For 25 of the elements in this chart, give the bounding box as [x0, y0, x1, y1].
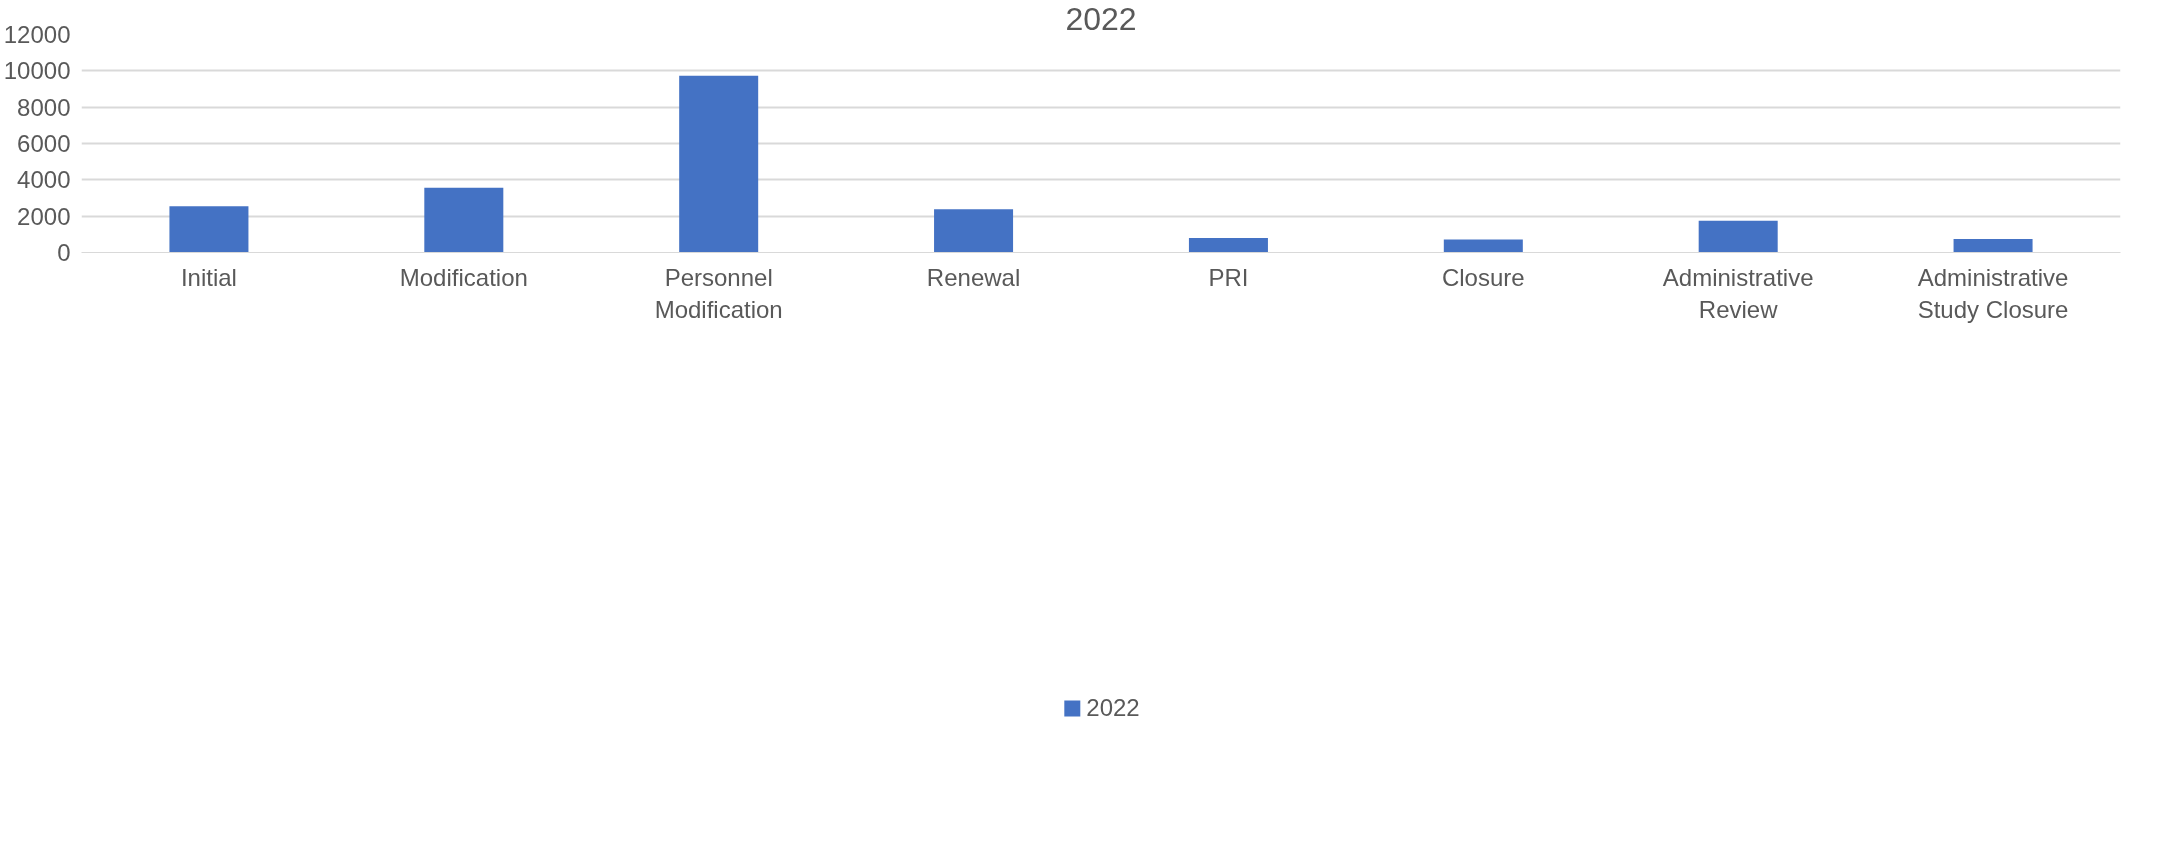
bar	[424, 187, 504, 253]
bar	[1443, 239, 1523, 253]
y-tick-label: 8000	[17, 93, 71, 121]
y-tick-label: 4000	[17, 166, 71, 194]
y-tick-label: 10000	[3, 57, 71, 85]
bar	[1953, 239, 2033, 253]
x-tick-label: PRI	[1208, 263, 1249, 291]
y-tick-label: 12000	[3, 21, 71, 48]
x-tick-label: Modification	[399, 263, 528, 291]
bar	[1188, 237, 1268, 253]
legend-label: 2022	[1086, 694, 1140, 722]
y-tick-label: 6000	[17, 130, 71, 157]
y-tick-label: 2000	[17, 202, 71, 230]
bar	[934, 209, 1014, 253]
x-tick-label: Closure	[1441, 263, 1525, 291]
x-tick-label: Administrative Study Closure	[1917, 263, 2069, 323]
bar	[169, 206, 249, 253]
bar	[679, 75, 759, 253]
x-tick-label: Renewal	[926, 263, 1021, 291]
x-tick-label: Personnel Modification	[654, 263, 783, 323]
chart-title: 2022	[1065, 0, 1137, 37]
bar	[1698, 220, 1778, 253]
x-tick-label: Initial	[180, 263, 237, 291]
x-tick-label: Administrative Review	[1662, 263, 1814, 323]
y-tick-label: 0	[57, 239, 71, 266]
